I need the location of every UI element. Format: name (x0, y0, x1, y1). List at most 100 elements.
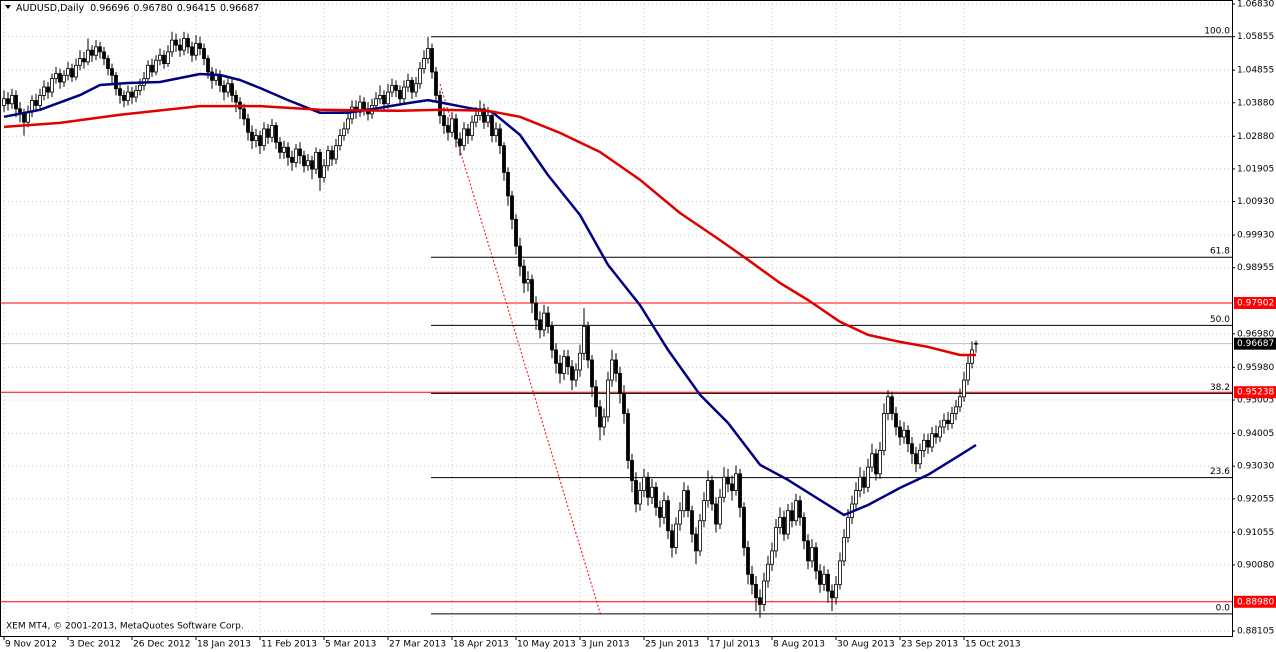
candle-body (70, 68, 74, 78)
candle-body (966, 362, 970, 381)
y-tick-label: 1.06830 (1237, 0, 1274, 9)
candle-body (286, 146, 290, 158)
candle-body (374, 98, 378, 106)
candle-body (282, 146, 286, 153)
candle-body (278, 141, 282, 153)
candle-body (686, 490, 690, 512)
candle-body (626, 413, 630, 461)
candle-body (682, 490, 686, 512)
candle-body (346, 118, 350, 130)
candle-body (750, 573, 754, 585)
candle-body (602, 416, 606, 428)
y-tick-label: 1.02880 (1237, 132, 1274, 142)
candle-body (134, 89, 138, 98)
candle-body (886, 396, 890, 414)
candle-body (274, 125, 278, 143)
candle-body (898, 426, 902, 438)
candle-body (590, 359, 594, 388)
candle-body (874, 453, 878, 475)
candle-body (390, 84, 394, 93)
candle-body (118, 88, 122, 96)
candle-body (402, 86, 406, 100)
candle-body (206, 58, 210, 73)
candle-body (530, 279, 534, 304)
candle-body (534, 302, 538, 321)
candle-body (854, 490, 858, 505)
candle-body (610, 359, 614, 381)
candle-body (862, 476, 866, 488)
candle-body (922, 439, 926, 451)
candle-body (698, 520, 702, 552)
fibo-trendline (439, 83, 602, 617)
candle-body (322, 165, 326, 178)
candle-body (794, 500, 798, 522)
candle-body (702, 500, 706, 522)
candle-body (362, 101, 366, 110)
candle-body (810, 547, 814, 562)
candle-body (186, 38, 190, 48)
candle-body (150, 64, 154, 73)
candle-body (434, 71, 438, 96)
candle-body (538, 319, 542, 331)
candle-body (574, 369, 578, 381)
candle-body (198, 43, 202, 49)
candle-body (258, 135, 262, 147)
candle-body (606, 379, 610, 418)
candle-body (790, 510, 794, 522)
candle-body (518, 245, 522, 267)
y-tick-label: 0.95005 (1237, 395, 1274, 405)
candle-body (646, 476, 650, 498)
candle-body (946, 419, 950, 425)
candle-body (54, 73, 58, 80)
y-tick-label: 0.90080 (1237, 560, 1274, 570)
candle-body (318, 151, 322, 178)
candle-body (246, 118, 250, 133)
candle-body (830, 590, 834, 599)
candle-body (26, 111, 30, 123)
x-tick-label: 25 Jun 2013 (645, 640, 699, 650)
header-value: 0.96415 (177, 3, 216, 14)
candle-body (454, 118, 458, 140)
candle-body (470, 121, 474, 136)
candle-body (230, 83, 234, 96)
candle-body (250, 131, 254, 142)
candle-body (202, 48, 206, 59)
candle-body (10, 95, 14, 105)
candle-body (630, 460, 634, 481)
x-tick-label: 10 May 2013 (517, 640, 576, 650)
candle-body (806, 540, 810, 562)
candle-body (822, 573, 826, 585)
candle-body (102, 51, 106, 59)
candle-body (42, 86, 46, 96)
candle-body (338, 135, 342, 147)
y-tick-label: 1.01905 (1237, 164, 1274, 174)
candle-body (474, 115, 478, 123)
candle-body (66, 68, 70, 76)
y-tick-label: 1.04855 (1237, 66, 1274, 76)
candle-body (662, 500, 666, 518)
candle-body (954, 406, 958, 414)
candle-body (706, 480, 710, 502)
candle-body (138, 84, 142, 91)
header-value: 0.96687 (220, 3, 259, 14)
candle-body (162, 54, 166, 64)
candle-body (326, 150, 330, 167)
candle-body (74, 64, 78, 78)
candle-body (754, 583, 758, 599)
menu-icon[interactable] (5, 5, 11, 9)
candle-body (314, 151, 318, 170)
candle-body (386, 91, 390, 105)
candle-body (194, 43, 198, 56)
candle-body (406, 79, 410, 88)
candle-body (86, 49, 90, 63)
candle-body (462, 128, 466, 147)
fibo-label: 61.8 (1210, 247, 1230, 257)
candle-body (722, 476, 726, 498)
price-tag (1234, 337, 1276, 350)
candle-body (774, 527, 778, 552)
candle-body (914, 453, 918, 465)
candle-body (114, 74, 118, 90)
candle-body (670, 530, 674, 548)
candle-body (890, 396, 894, 414)
candle-body (442, 115, 446, 126)
